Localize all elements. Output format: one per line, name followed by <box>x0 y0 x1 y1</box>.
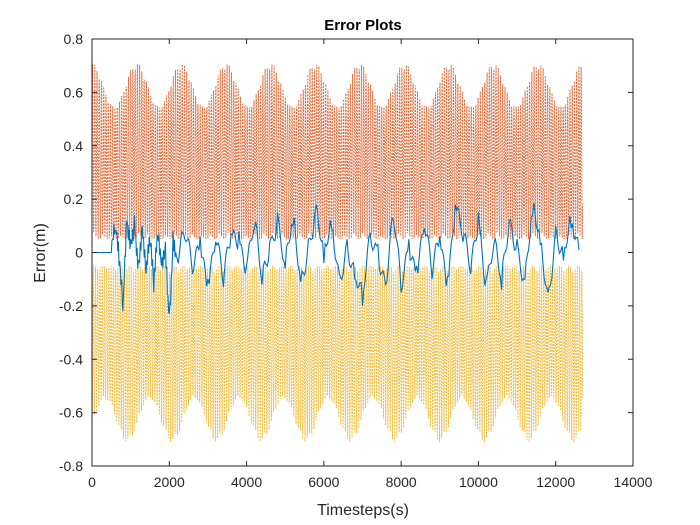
x-tick-label: 4000 <box>231 474 262 490</box>
x-tick-label: 10000 <box>459 474 498 490</box>
y-tick-label: -0.2 <box>59 298 83 314</box>
y-tick-label: 0.4 <box>64 138 84 154</box>
x-tick-label: 12000 <box>536 474 575 490</box>
x-tick-label: 2000 <box>154 474 185 490</box>
y-tick-label: 0.6 <box>64 84 84 100</box>
x-tick-label: 0 <box>88 474 96 490</box>
x-axis-label: Timesteps(s) <box>317 502 409 519</box>
y-tick-label: -0.6 <box>59 405 83 421</box>
x-tick-label: 6000 <box>308 474 339 490</box>
y-tick-label: 0.8 <box>64 31 84 47</box>
y-tick-label: 0.2 <box>64 191 84 207</box>
y-tick-label: -0.8 <box>59 458 83 474</box>
y-tick-label: 0 <box>75 245 83 261</box>
series-line-lower-bound <box>91 265 584 442</box>
x-tick-label: 14000 <box>614 474 653 490</box>
x-tick-label: 8000 <box>386 474 417 490</box>
y-axis-label: Error(m) <box>32 223 49 283</box>
chart-title: Error Plots <box>324 17 402 34</box>
series-line-upper-bound <box>91 64 584 240</box>
series-line-error-signal <box>92 202 580 315</box>
y-tick-label: -0.4 <box>59 351 83 367</box>
